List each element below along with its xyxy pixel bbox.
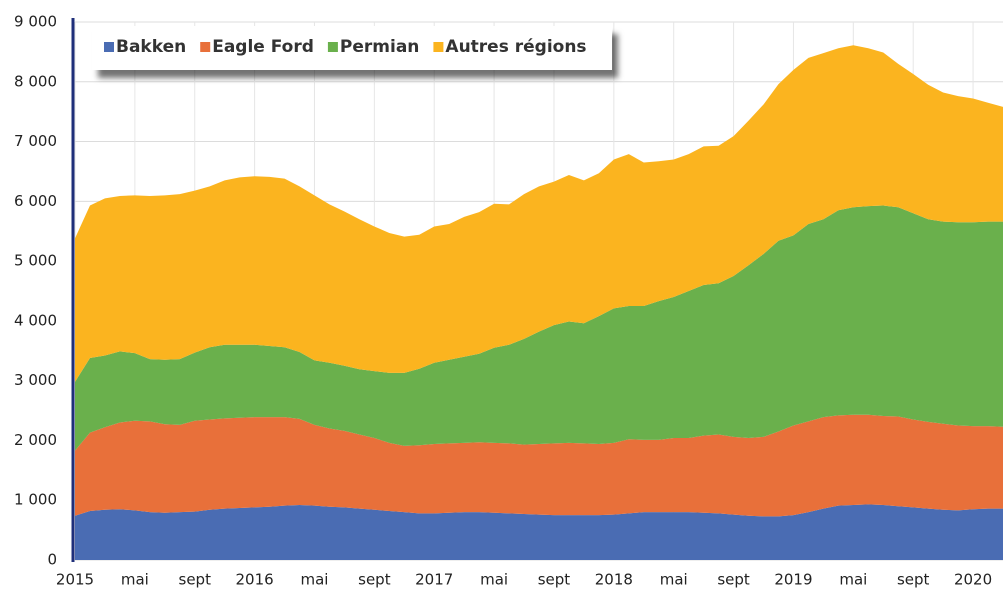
axes: 0 1 000 2 000 3 000 4 000 5 000 6 000 7 000 8 00…	[14, 13, 992, 589]
x-tick-label: 2019	[774, 571, 812, 589]
area	[75, 205, 1003, 451]
y-tick-label: 0	[47, 551, 57, 569]
y-tick-label: 3 000	[14, 371, 57, 389]
x-tick-label: sept	[179, 571, 212, 589]
x-tick-label: mai	[121, 571, 149, 589]
area	[75, 414, 1003, 517]
x-tick-label: 2015	[56, 571, 94, 589]
x-tick-label: 2017	[415, 571, 453, 589]
legend-label: Autres régions	[445, 37, 586, 57]
y-tick-label: 6 000	[14, 192, 57, 210]
y-tick-label: 5 000	[14, 252, 57, 270]
x-tick-label: mai	[300, 571, 328, 589]
legend-swatch	[433, 42, 444, 52]
x-tick-label: 2016	[236, 571, 274, 589]
legend-swatch	[327, 42, 338, 52]
legend-swatch	[200, 42, 211, 52]
legend-label: Bakken	[116, 37, 186, 57]
y-tick-label: 8 000	[14, 72, 57, 90]
legend-label: Permian	[340, 37, 420, 57]
x-tick-label: 2018	[595, 571, 633, 589]
y-tick-label: 4 000	[14, 311, 57, 329]
x-tick-label: mai	[839, 571, 867, 589]
y-tick-label: 1 000	[14, 491, 57, 509]
legend: Bakken Eagle Ford Permian Autres régions	[92, 26, 612, 70]
x-tick-label: sept	[358, 571, 391, 589]
x-tick-label: sept	[717, 571, 750, 589]
x-tick-label: sept	[538, 571, 571, 589]
area	[75, 504, 1003, 560]
areas	[75, 45, 1003, 560]
y-tick-label: 2 000	[14, 431, 57, 449]
y-tick-label: 7 000	[14, 132, 57, 150]
y-tick-label: 9 000	[14, 13, 57, 31]
x-tick-label: sept	[897, 571, 930, 589]
x-tick-label: mai	[480, 571, 508, 589]
area	[75, 45, 1003, 382]
x-tick-label: 2020	[954, 571, 992, 589]
legend-label: Eagle Ford	[212, 37, 314, 57]
x-tick-label: mai	[660, 571, 688, 589]
legend-box	[92, 26, 612, 70]
legend-swatch	[104, 42, 114, 52]
